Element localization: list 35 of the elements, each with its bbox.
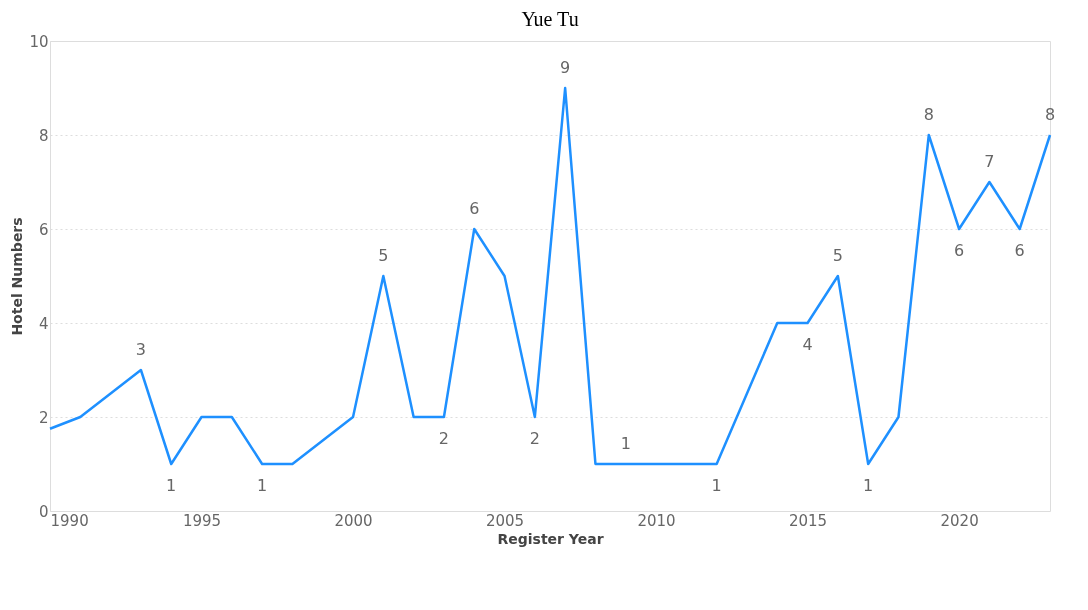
x-tick-label: 2015 bbox=[788, 511, 828, 530]
data-label: 1 bbox=[863, 476, 874, 495]
x-tick-label: 2020 bbox=[940, 511, 979, 530]
y-tick-label: 2 bbox=[38, 408, 49, 427]
x-tick-label: 1995 bbox=[182, 511, 222, 530]
y-tick-label: 6 bbox=[38, 220, 49, 239]
chart-title: Yue Tu bbox=[521, 8, 579, 30]
data-label: 5 bbox=[378, 246, 389, 265]
data-label: 1 bbox=[257, 476, 268, 495]
data-label: 3 bbox=[135, 340, 146, 359]
data-label: 6 bbox=[1014, 241, 1025, 260]
x-tick-label: 2000 bbox=[334, 511, 373, 530]
data-label: 8 bbox=[923, 105, 934, 124]
y-tick-label: 10 bbox=[29, 32, 49, 51]
data-label: 5 bbox=[832, 246, 843, 265]
data-label: 7 bbox=[984, 152, 995, 171]
data-label: 4 bbox=[802, 335, 813, 354]
data-label: 9 bbox=[560, 58, 571, 77]
data-label: 6 bbox=[954, 241, 965, 260]
x-tick-label: 1990 bbox=[50, 511, 89, 530]
line-series bbox=[48, 86, 1052, 466]
x-tick-label: 2010 bbox=[637, 511, 676, 530]
x-axis-title: Register Year bbox=[497, 530, 604, 547]
data-label: 1 bbox=[711, 476, 722, 495]
data-label: 1 bbox=[620, 434, 631, 453]
y-tick-label: 4 bbox=[38, 314, 49, 333]
data-label: 8 bbox=[1044, 105, 1056, 124]
y-tick-label: 0 bbox=[38, 502, 49, 521]
data-label: 2 bbox=[529, 429, 540, 448]
data-label: 1 bbox=[166, 476, 177, 495]
data-label: 2 bbox=[438, 429, 450, 448]
data-label: 6 bbox=[469, 199, 480, 218]
y-axis-title: Hotel Numbers bbox=[9, 217, 26, 336]
y-tick-label: 8 bbox=[38, 126, 49, 145]
x-tick-label: 2005 bbox=[485, 511, 525, 530]
